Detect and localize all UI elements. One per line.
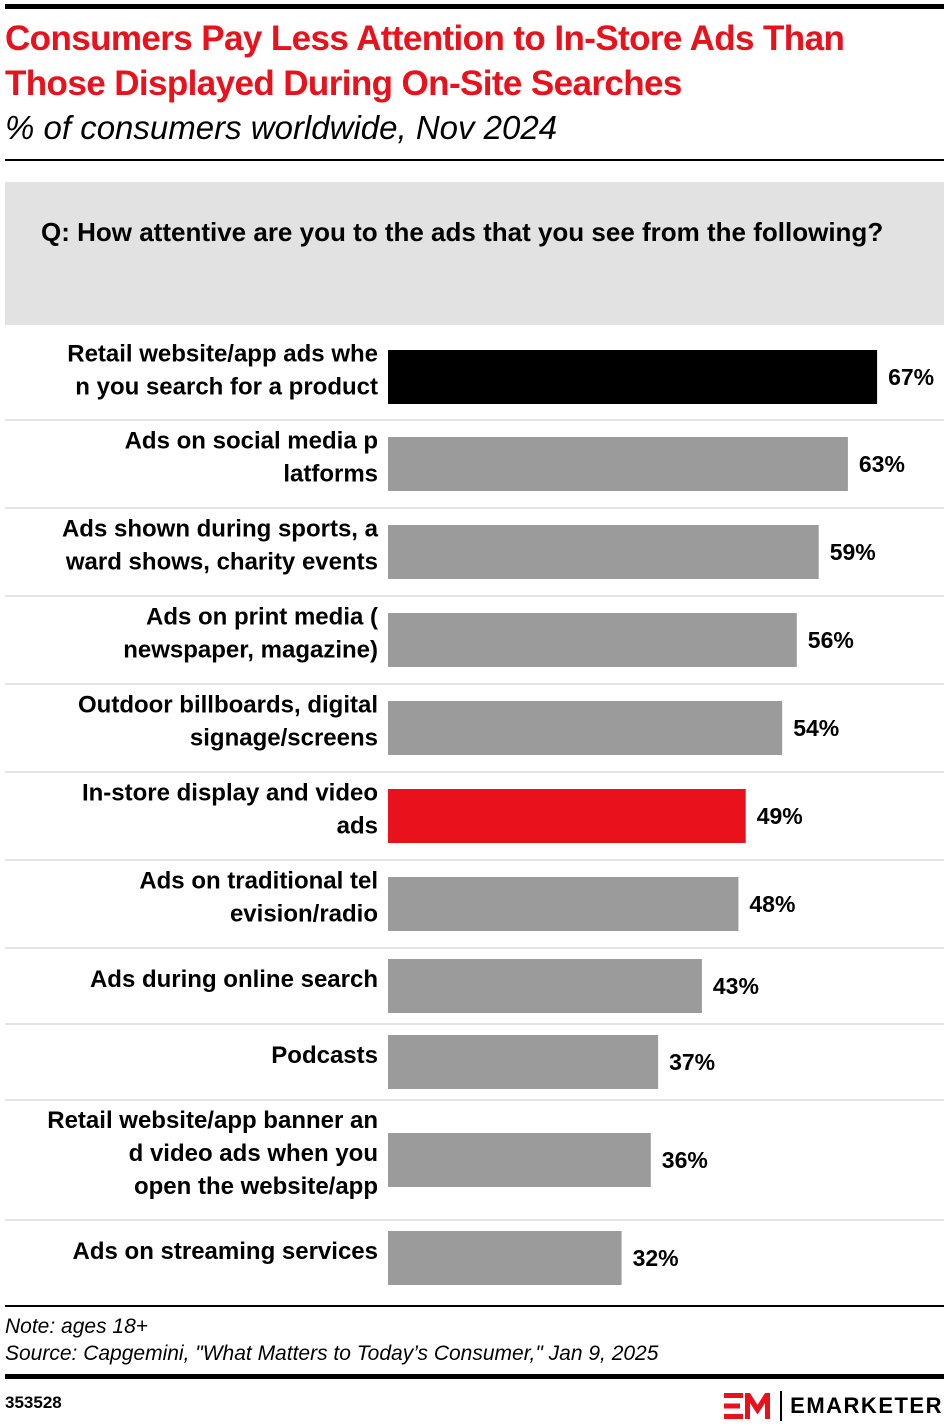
value-label: 48%: [749, 891, 795, 917]
bar: [388, 525, 819, 579]
chart-subtitle: % of consumers worldwide, Nov 2024: [5, 109, 558, 146]
bar: [388, 1231, 622, 1285]
chart-title: Consumers Pay Less Attention to In-Store…: [5, 19, 845, 103]
value-label: 49%: [757, 803, 803, 829]
brand-logo: EMARKETER: [724, 1388, 943, 1424]
subtitle-rule: [5, 159, 944, 161]
category-label: Ads on traditional tel evision/radio: [139, 868, 378, 928]
category-label: Outdoor billboards, digital signage/scree…: [78, 692, 378, 752]
em-logo-icon: [724, 1393, 771, 1419]
category-label: Retail website/app ads whe n you search f…: [67, 341, 378, 401]
category-label: Ads on streaming services: [73, 1238, 378, 1265]
brand-separator: [780, 1391, 783, 1421]
value-label: 59%: [830, 539, 876, 565]
bar: [388, 1035, 659, 1089]
footer-rule: [5, 1305, 944, 1307]
question-box: Q: How attentive are you to the ads that…: [5, 182, 944, 325]
bar: [388, 613, 797, 667]
bar: [388, 350, 878, 404]
bar: [388, 789, 746, 843]
category-label: In-store display and video ads: [82, 780, 378, 840]
value-label: 63%: [859, 451, 905, 477]
value-label: 67%: [888, 364, 934, 390]
value-label: 43%: [713, 973, 759, 999]
category-label: Ads during online search: [90, 966, 378, 993]
bar: [388, 1133, 651, 1187]
chart-id: 353528: [5, 1393, 62, 1412]
category-label: Podcasts: [271, 1042, 378, 1069]
category-label: Ads on print media (newspaper, magazine): [123, 604, 378, 664]
value-label: 37%: [669, 1049, 715, 1075]
bar: [388, 701, 783, 755]
bar: [388, 877, 739, 931]
value-label: 32%: [633, 1245, 679, 1271]
top-rule: [5, 4, 944, 9]
footnote-source: Source: Capgemini, "What Matters to Toda…: [5, 1342, 659, 1365]
question-text: Q: How attentive are you to the ads that…: [41, 217, 884, 247]
brand-name: EMARKETER: [790, 1393, 943, 1418]
category-label: Retail website/app banner an d video ads …: [47, 1107, 378, 1200]
value-label: 36%: [662, 1147, 708, 1173]
bar: [388, 959, 702, 1013]
bar: [388, 437, 848, 491]
value-label: 56%: [808, 627, 854, 653]
category-label: Ads on social media p latforms: [125, 428, 378, 488]
category-label: Ads shown during sports, a ward shows, ch…: [62, 516, 379, 576]
footnote-note: Note: ages 18+: [5, 1315, 149, 1338]
value-label: 54%: [793, 715, 839, 741]
bottom-rule: [5, 1374, 944, 1379]
